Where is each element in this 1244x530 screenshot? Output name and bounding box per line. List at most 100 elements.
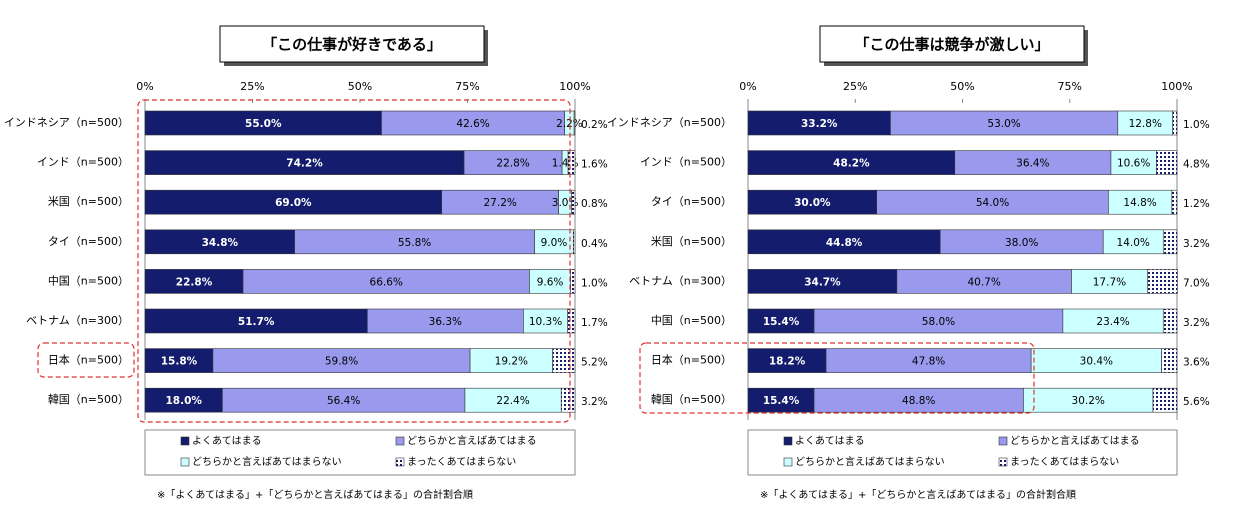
x-tick-label: 25% [843,80,867,93]
value-label: 9.6% [537,276,564,288]
x-tick-label: 50% [950,80,974,93]
bar-segment [534,229,574,255]
value-label: 1.7% [581,317,608,329]
bar-segment [552,348,576,373]
value-label: 48.2% [833,158,870,170]
bar-segment [144,229,295,255]
value-label: 15.8% [161,356,198,368]
value-label: 53.0% [987,118,1020,130]
value-label: 74.2% [286,158,323,170]
bar-segment [441,189,559,215]
bar-segment [747,150,956,175]
bar-segment [747,229,941,255]
legend-swatch [998,457,1008,467]
bar-segment [294,229,535,255]
value-label: 44.8% [826,237,863,249]
value-label: 3.6% [1183,357,1210,369]
bar-segment [222,387,466,413]
x-tick-label: 0% [136,80,153,93]
highlight-frame [137,99,571,423]
category-label: 米国（n=500） [651,235,732,248]
value-label: 55.0% [245,118,282,130]
legend-swatch [395,457,405,467]
bar-segment [573,110,576,136]
value-label: 5.6% [1183,396,1210,408]
bar-segment [367,308,524,334]
legend-swatch [180,436,190,446]
bar-segment [813,308,1064,334]
value-label: 47.8% [912,356,945,368]
value-label: 48.8% [902,395,935,407]
value-label: 19.2% [495,356,528,368]
legend-label: まったくあてはまらない [407,456,516,468]
value-label: 1.0% [581,277,608,289]
legend-swatch [783,457,793,467]
category-label: 中国（n=500） [651,314,732,327]
bar-segment [1171,189,1178,215]
bar-segment [747,269,898,294]
category-label: タイ（n=500） [48,235,129,248]
legend-label: どちらかと言えばあてはまる [407,434,537,447]
value-label: 36.3% [429,316,462,328]
value-label: 0.2% [581,119,608,131]
bar-segment [954,150,1112,175]
category-label: 日本（n=500） [651,353,732,367]
bar-segment [1172,110,1178,136]
bar-segment [1156,150,1178,175]
x-tick-label: 50% [348,80,372,93]
bar-segment [567,150,576,175]
value-label: 15.4% [763,395,800,407]
chart-title: 「この仕事は競争が激しい」 [854,36,1049,54]
value-label: 30.0% [794,197,831,209]
value-label: 66.6% [370,276,403,288]
bar-segment [144,189,443,215]
legend-box [747,429,1178,476]
legend-swatch [783,436,793,446]
value-label: 51.7% [238,316,275,328]
x-tick-label: 0% [739,80,756,93]
bar-segment [567,308,576,334]
highlight-frame [37,342,135,378]
category-label: タイ（n=500） [651,195,732,208]
value-label: 0.4% [581,238,608,250]
value-label: 22.8% [176,276,213,288]
bar-segment [1162,229,1178,255]
value-label: 12.8% [1129,118,1162,130]
bar-segment [144,150,465,175]
bar-segment [1152,387,1178,413]
bar-segment [144,308,368,334]
note: ※「よくあてはまる」+「どちらかと言えばあてはまる」の合計割合順 [760,488,1076,501]
bar-segment [144,387,223,413]
value-label: 4.8% [1183,159,1210,171]
category-label: インド（n=500） [640,156,732,169]
highlight-frame [639,342,1035,414]
x-tick-label: 25% [240,80,264,93]
x-tick-label: 100% [559,80,590,93]
value-label: 1.0% [1183,119,1210,131]
bar-segment [212,348,471,373]
value-label: 23.4% [1096,316,1129,328]
x-tick-label: 100% [1161,80,1192,93]
value-label: 69.0% [275,197,312,209]
category-label: ベトナム（n=300） [26,314,129,327]
bar-segment [1161,348,1178,373]
category-label: 米国（n=500） [48,195,129,208]
legend-swatch [998,436,1008,446]
value-label: 3.2% [1183,317,1210,329]
bar-segment [747,387,815,413]
bar-segment [1071,269,1148,294]
value-label: 40.7% [967,276,1000,288]
category-label: 韓国（n=500） [48,393,129,406]
value-label: 42.6% [456,118,489,130]
bar-segment [570,269,576,294]
value-label: 7.0% [1183,277,1210,289]
bar-segment [572,229,576,255]
value-label: 0.8% [581,198,608,210]
value-label: 3.2% [581,396,608,408]
value-label: 17.7% [1093,276,1126,288]
value-label: 54.0% [976,197,1009,209]
value-label: 33.2% [801,118,838,130]
value-label: 34.7% [804,276,841,288]
category-label: インドネシア（n=500） [607,116,732,129]
